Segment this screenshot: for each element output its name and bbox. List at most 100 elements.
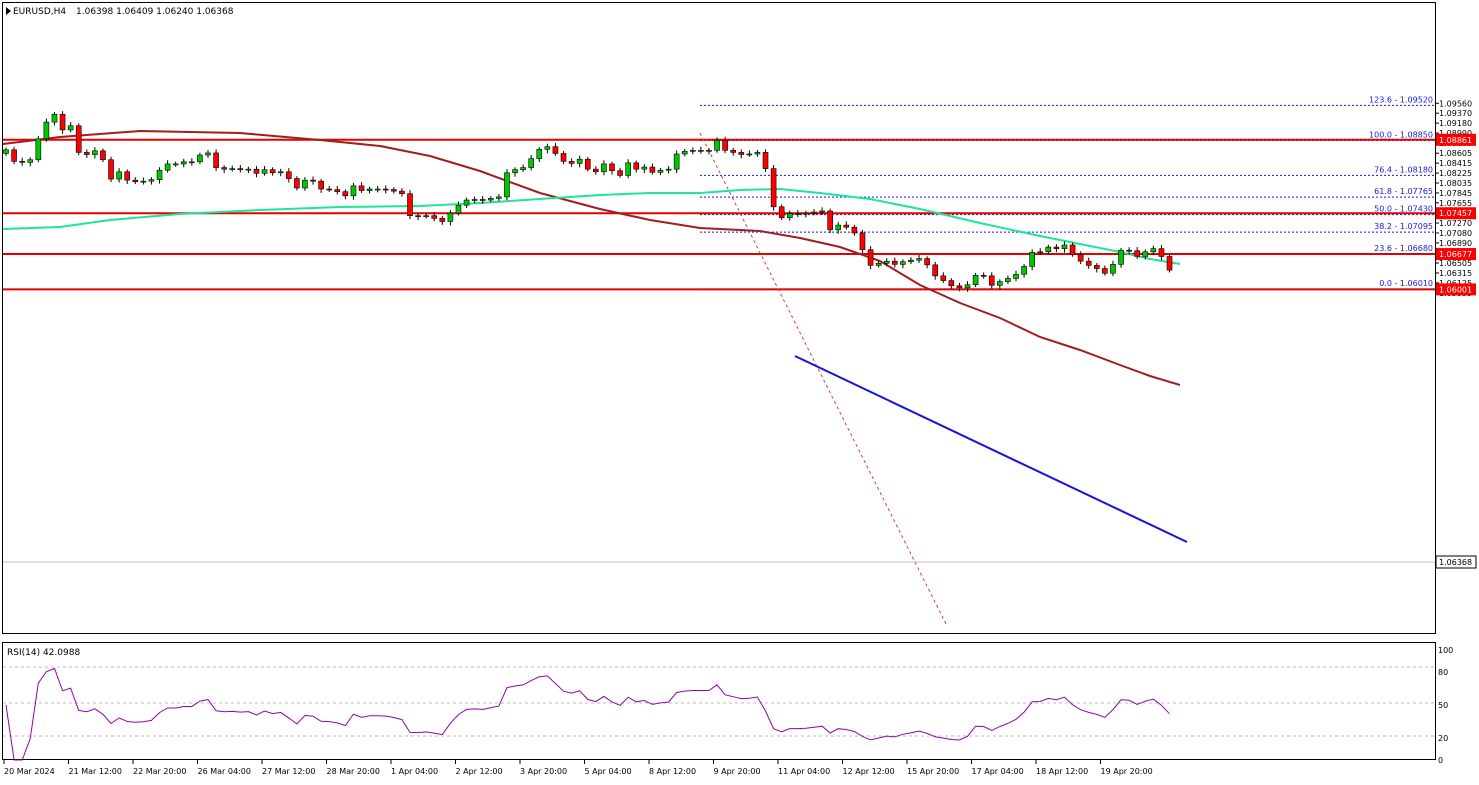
symbol-label: EURUSD,H4 xyxy=(13,7,66,17)
candle-bearish xyxy=(980,275,987,277)
price-tick-label: 1.09180 xyxy=(1439,119,1472,128)
candle-bearish xyxy=(407,193,413,216)
rsi-tick-label: 80 xyxy=(1438,668,1448,677)
level-price-tag xyxy=(1436,248,1476,261)
candle-bullish xyxy=(681,151,688,155)
candle-bullish xyxy=(706,150,712,152)
candle-bullish xyxy=(140,180,147,183)
candle-bullish xyxy=(1110,264,1116,274)
candle-bullish xyxy=(447,212,454,222)
candle-bullish xyxy=(43,121,50,140)
level-price-text: 1.06677 xyxy=(1439,250,1472,259)
candle-bullish xyxy=(641,166,648,170)
candle-bullish xyxy=(964,284,971,289)
candle-bearish xyxy=(722,140,728,151)
time-tick-label: 5 Apr 04:00 xyxy=(585,767,632,776)
price-tick-label: 1.08225 xyxy=(1439,169,1472,178)
candle-bullish xyxy=(625,162,631,176)
candle-bullish xyxy=(92,150,98,155)
level-price-text: 1.08861 xyxy=(1439,136,1472,145)
candle-bullish xyxy=(229,168,236,170)
candle-bullish xyxy=(754,152,761,155)
candle-bearish xyxy=(84,152,90,155)
candle-bearish xyxy=(1166,256,1173,271)
time-axis: 20 Mar 2024 21 Mar 12:00 22 Mar 20:00 26 Ma… xyxy=(3,760,1153,776)
candle-bullish xyxy=(520,167,526,170)
candle-bearish xyxy=(827,210,833,231)
candle-bullish xyxy=(819,210,825,213)
candle-bearish xyxy=(1053,246,1060,249)
symbol-arrow-icon xyxy=(6,7,11,15)
fib-level-label: 38.2 - 1.07095 xyxy=(1374,222,1433,231)
candle-bullish xyxy=(811,211,817,214)
candle-bullish xyxy=(1061,244,1068,249)
price-tick-label: 1.07845 xyxy=(1439,189,1472,198)
candle-bullish xyxy=(504,172,510,198)
candle-bearish xyxy=(431,215,438,219)
fib-retracement-diagonal[interactable] xyxy=(699,132,947,625)
time-tick-label: 1 Apr 04:00 xyxy=(391,767,438,776)
level-price-tag xyxy=(1436,207,1476,220)
candle-bearish xyxy=(867,249,874,266)
candle-bearish xyxy=(584,158,591,170)
candle-bearish xyxy=(108,159,114,180)
candle-bullish xyxy=(673,153,680,170)
candle-bearish xyxy=(560,153,567,162)
time-tick-label: 22 Mar 20:00 xyxy=(133,767,186,776)
descending-trendline[interactable] xyxy=(794,355,1188,543)
candle-bearish xyxy=(399,190,405,195)
candle-bullish xyxy=(657,169,664,173)
candle-bearish xyxy=(75,125,82,153)
price-tick-label: 1.08035 xyxy=(1439,179,1472,188)
rsi-tick-label: 50 xyxy=(1438,701,1448,710)
candle-bearish xyxy=(358,185,365,191)
candle-bullish xyxy=(916,258,922,261)
candle-bullish xyxy=(455,204,462,214)
candle-bullish xyxy=(1037,251,1044,254)
candle-bearish xyxy=(1094,265,1100,269)
candle-bearish xyxy=(334,189,341,192)
candle-bearish xyxy=(415,215,421,217)
candle-bearish xyxy=(956,285,963,289)
candle-bullish xyxy=(972,275,979,286)
candle-bullish xyxy=(172,163,179,166)
candle-bullish xyxy=(908,259,914,263)
candle-bullish xyxy=(180,161,187,165)
candle-bullish xyxy=(1013,273,1019,279)
candle-bearish xyxy=(940,275,947,281)
candle-bearish xyxy=(221,167,227,170)
candle-bullish xyxy=(116,171,122,180)
time-tick-label: 17 Apr 04:00 xyxy=(972,767,1024,776)
price-axis: 1.095601.093701.091801.089901.088001.086… xyxy=(1435,99,1472,298)
level-price-tag xyxy=(1436,133,1476,146)
price-tick-label: 1.07080 xyxy=(1439,229,1472,238)
candle-bearish xyxy=(285,171,292,179)
candle-bearish xyxy=(124,171,130,181)
candle-bullish xyxy=(900,261,906,265)
candle-bearish xyxy=(633,162,640,170)
candle-bullish xyxy=(1142,251,1149,257)
candle-bullish xyxy=(1118,249,1124,265)
candle-bullish xyxy=(487,198,494,201)
candle-bullish xyxy=(601,163,607,173)
candlesticks xyxy=(3,111,1173,292)
candle-bearish xyxy=(988,275,995,286)
candle-bullish xyxy=(35,138,42,161)
candle-bearish xyxy=(19,161,25,163)
moving-average-fast xyxy=(2,187,1181,265)
candle-bullish xyxy=(205,152,211,156)
candle-bearish xyxy=(1085,260,1092,266)
time-tick-label: 2 Apr 12:00 xyxy=(456,767,503,776)
candle-bullish xyxy=(698,150,704,152)
time-tick-label: 28 Mar 20:00 xyxy=(327,767,380,776)
fib-level-label: 0.0 - 1.06010 xyxy=(1379,279,1433,288)
horizontal-levels[interactable] xyxy=(3,138,1435,291)
candle-bearish xyxy=(609,163,615,172)
candle-bullish xyxy=(156,169,163,180)
candle-bearish xyxy=(891,260,898,265)
candle-bullish xyxy=(1029,252,1035,267)
candle-bullish xyxy=(997,281,1003,286)
candle-bullish xyxy=(51,113,58,123)
candle-bearish xyxy=(649,166,656,173)
